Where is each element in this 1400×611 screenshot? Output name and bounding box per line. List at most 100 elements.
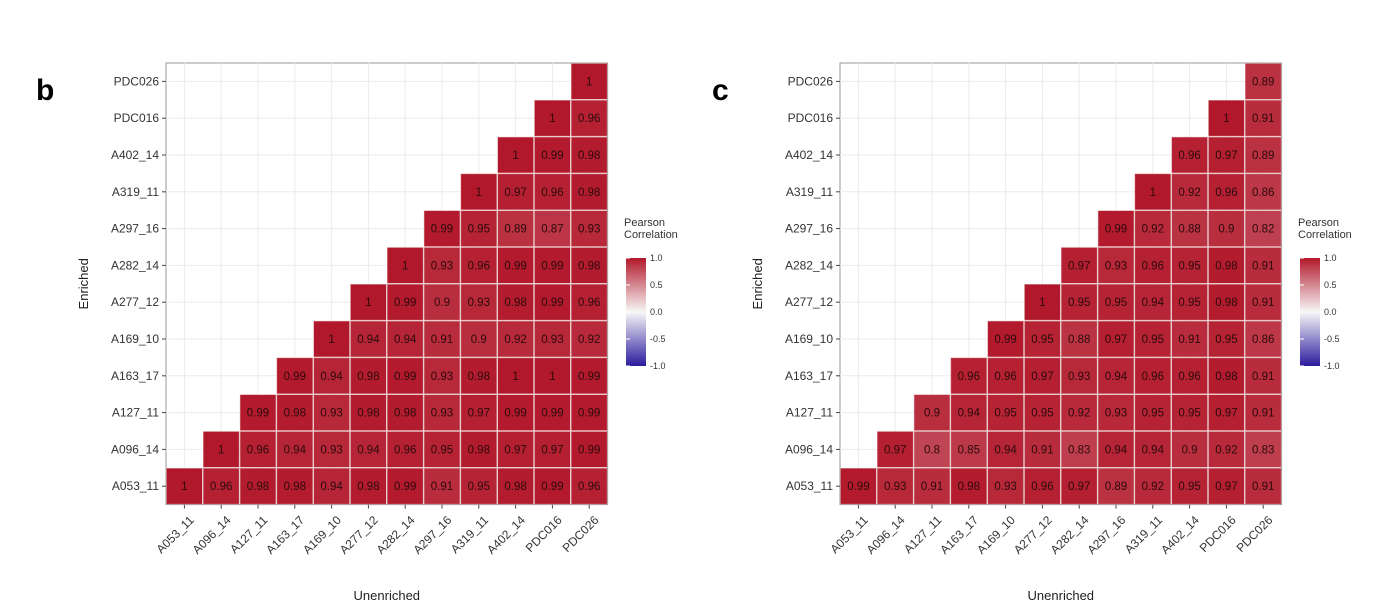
y-tick-label: A319_11: [112, 185, 159, 199]
y-tick-label: A277_12: [111, 295, 159, 309]
heatmap-cell: [987, 394, 1024, 431]
heatmap-cell: [571, 100, 608, 137]
heatmap-cell: [497, 136, 534, 174]
heatmap-cell: [460, 320, 497, 358]
heatmap-cell: [571, 173, 608, 210]
cell-value-label: 0.92: [1178, 187, 1200, 199]
x-tick-label: A169_10: [300, 513, 344, 557]
cell-value-label: 0.89: [504, 224, 526, 236]
x-tick-label: A282_14: [1048, 513, 1092, 557]
heatmap-cell: [387, 247, 424, 284]
heatmap-cell: [1061, 320, 1098, 358]
cell-value-label: 0.98: [504, 481, 526, 493]
heatmap-cell: [1097, 357, 1135, 394]
cell-value-label: 0.97: [504, 444, 526, 456]
heatmap-cell: [1208, 247, 1245, 284]
heatmap-cell: [239, 431, 277, 468]
legend-tick-label: 0.5: [650, 280, 663, 290]
heatmap-cell: [1208, 136, 1245, 174]
heatmap-cell: [1245, 63, 1282, 100]
cell-value-label: 0.94: [284, 444, 307, 456]
cell-value-label: 0.95: [1215, 334, 1237, 346]
cell-value-label: 0.97: [1215, 150, 1237, 162]
heatmap-cell: [1024, 431, 1061, 468]
heatmap-cell: [1134, 394, 1171, 431]
y-tick-label: A169_10: [111, 332, 159, 346]
heatmap-cell: [987, 357, 1024, 394]
heatmap-cell: [1061, 431, 1098, 468]
x-tick-label: PDC026: [560, 513, 602, 555]
cell-value-label: 0.92: [1142, 224, 1164, 236]
heatmap-cell: [350, 431, 387, 468]
cell-value-label: 0.97: [1215, 481, 1237, 493]
heatmap-cell: [1245, 357, 1282, 394]
cell-value-label: 0.96: [210, 481, 232, 493]
x-tick-label: A297_16: [1084, 513, 1128, 557]
y-tick-label: A319_11: [786, 185, 833, 199]
heatmap-cell: [571, 63, 608, 100]
heatmap-cell: [950, 394, 987, 431]
heatmap-cell: [387, 394, 424, 431]
heatmap-cell: [571, 394, 608, 431]
heatmap-cell: [387, 431, 424, 468]
cell-value-label: 0.98: [958, 481, 980, 493]
heatmap-cell: [534, 320, 571, 358]
heatmap-cell: [1024, 468, 1061, 505]
heatmap-cell: [1061, 357, 1098, 394]
x-tick-label: A127_11: [227, 513, 270, 556]
cell-value-label: 0.89: [1252, 150, 1274, 162]
heatmap-cell: [350, 284, 387, 321]
cell-value-label: 0.86: [1252, 334, 1274, 346]
cell-value-label: 0.97: [884, 444, 906, 456]
heatmap-cell: [950, 357, 987, 394]
cell-value-label: 0.99: [578, 371, 600, 383]
cell-value-label: 1: [1223, 113, 1229, 125]
heatmap-cell: [1097, 210, 1135, 247]
heatmap-cell: [1024, 284, 1061, 321]
cell-value-label: 0.98: [468, 444, 490, 456]
cell-value-label: 0.95: [1142, 408, 1164, 420]
cell-value-label: 0.92: [1142, 481, 1164, 493]
cell-value-label: 0.98: [504, 297, 526, 309]
cell-value-label: 0.94: [320, 371, 343, 383]
heatmap-cell: [1245, 136, 1282, 174]
x-tick-label: A402_14: [1158, 513, 1202, 557]
x-tick-label: A319_11: [448, 513, 491, 556]
cell-value-label: 0.96: [578, 113, 600, 125]
heatmap-cell: [534, 100, 571, 137]
cell-value-label: 0.91: [921, 481, 943, 493]
cell-value-label: 0.96: [247, 444, 269, 456]
y-axis-title: Enriched: [750, 258, 765, 309]
cell-value-label: 1: [328, 334, 334, 346]
heatmap-cell: [1134, 468, 1171, 505]
cell-value-label: 1: [512, 150, 518, 162]
heatmap-cell: [1208, 173, 1245, 210]
cell-value-label: 0.93: [431, 408, 453, 420]
heatmap-cell: [276, 468, 313, 505]
legend-tick-label: 1.0: [1324, 253, 1337, 263]
heatmap-cell: [1245, 431, 1282, 468]
heatmap-panel-b: b1 0.96 0.98 0.98 0.94 0.98 0.99 0.91 0.95 0.98 0.…: [36, 62, 678, 603]
heatmap-cell: [313, 320, 350, 358]
y-tick-label: A096_14: [111, 442, 159, 456]
heatmap-cell: [460, 210, 497, 247]
cell-value-label: 0.96: [1142, 371, 1164, 383]
cell-value-label: 0.98: [357, 408, 379, 420]
cell-value-label: 0.85: [958, 444, 980, 456]
heatmap-cell: [497, 468, 534, 505]
cell-value-label: 0.96: [1031, 481, 1053, 493]
heatmap-cell: [423, 284, 461, 321]
legend-title: Pearson: [624, 217, 665, 229]
cell-value-label: 0.93: [431, 371, 453, 383]
cell-value-label: 0.9: [1182, 444, 1198, 456]
y-tick-label: PDC016: [788, 111, 834, 125]
y-tick-label: A127_11: [112, 406, 159, 420]
cell-value-label: 0.95: [468, 481, 490, 493]
cell-value-label: 0.97: [1105, 334, 1127, 346]
cell-value-label: 0.91: [1031, 444, 1053, 456]
legend-tick-label: -1.0: [650, 361, 666, 371]
cell-value-label: 1: [365, 297, 371, 309]
x-tick-label: A096_14: [864, 513, 908, 557]
cell-value-label: 1: [549, 113, 555, 125]
